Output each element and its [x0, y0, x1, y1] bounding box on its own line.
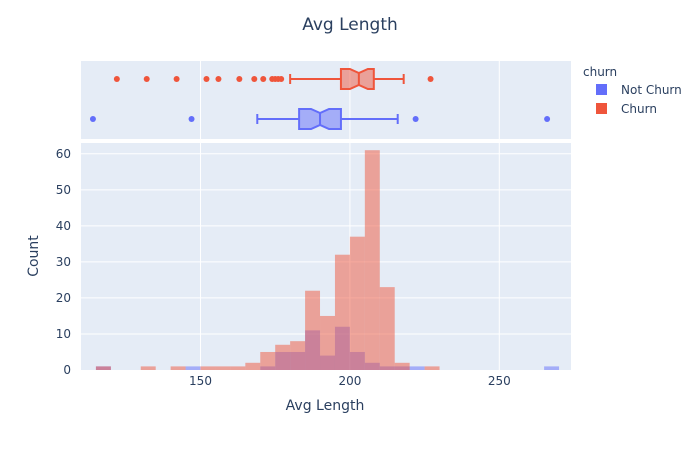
- chart-title: Avg Length: [302, 15, 398, 35]
- box-outlier-point: [143, 76, 150, 82]
- legend-label: Churn: [621, 102, 657, 116]
- histogram-bar: [230, 366, 246, 370]
- histogram-bar: [275, 344, 291, 370]
- legend-label: Not Churn: [621, 83, 682, 97]
- x-tick-label: 200: [338, 374, 361, 388]
- histogram-bar: [170, 366, 186, 370]
- histogram-bar: [95, 366, 111, 370]
- box-outlier-point: [173, 76, 180, 82]
- histogram-bar: [245, 362, 261, 370]
- y-tick-label: 0: [63, 363, 71, 377]
- x-tick-label: 150: [189, 374, 212, 388]
- histogram-bar: [305, 290, 321, 370]
- box-panel: [81, 61, 571, 139]
- y-tick-label: 60: [56, 147, 71, 161]
- histogram-bar: [364, 150, 380, 370]
- box-outlier-point: [278, 76, 285, 82]
- box-outlier-point: [544, 116, 551, 122]
- y-tick-label: 50: [56, 183, 71, 197]
- legend-swatch: [596, 84, 607, 95]
- histogram-bar: [140, 366, 156, 370]
- x-axis-title: Avg Length: [286, 398, 365, 414]
- box-outlier-point: [113, 76, 120, 82]
- histogram-bar: [349, 236, 365, 370]
- y-tick-label: 30: [56, 255, 71, 269]
- histogram-bar: [334, 254, 350, 370]
- y-tick-label: 40: [56, 219, 71, 233]
- x-tick-label: 250: [488, 374, 511, 388]
- box-outlier-point: [203, 76, 210, 82]
- box-outlier-point: [89, 116, 96, 122]
- histogram-bar: [215, 366, 231, 370]
- legend: churn Not Churn Churn: [583, 65, 682, 116]
- y-tick-label: 10: [56, 327, 71, 341]
- box-outlier-point: [427, 76, 434, 82]
- box-outlier-point: [260, 76, 267, 82]
- histogram-bar: [185, 366, 201, 370]
- y-axis-title: Count: [26, 235, 42, 277]
- y-tick-label: 20: [56, 291, 71, 305]
- box-outlier-point: [251, 76, 258, 82]
- histogram-bar: [409, 366, 425, 370]
- histogram-bar: [424, 366, 440, 370]
- box-outlier-point: [188, 116, 195, 122]
- box-outlier-point: [236, 76, 243, 82]
- box-body: [339, 68, 375, 90]
- histogram-bar: [544, 366, 560, 370]
- legend-swatch: [596, 103, 607, 114]
- histogram-bar: [290, 341, 306, 370]
- histogram-bar: [379, 287, 395, 370]
- histogram-bar: [320, 315, 335, 370]
- histogram-bar: [394, 362, 410, 370]
- legend-title: churn: [583, 65, 617, 79]
- box-outlier-point: [412, 116, 419, 122]
- histogram-bar: [260, 351, 276, 370]
- histogram-bar: [200, 366, 216, 370]
- box-outlier-point: [215, 76, 222, 82]
- histogram-panel: 0 10 20 30 40 50 60 150 200 250: [56, 143, 571, 388]
